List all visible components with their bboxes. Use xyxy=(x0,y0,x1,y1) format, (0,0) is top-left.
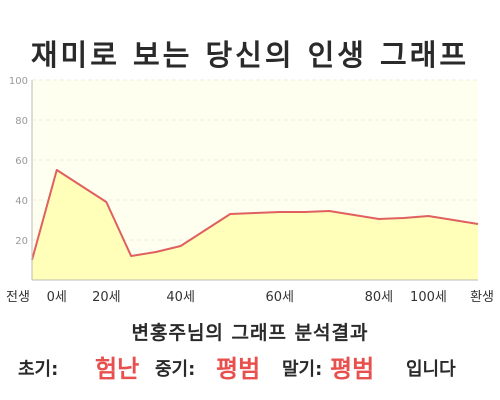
x-tick-label: 환생 xyxy=(470,290,494,305)
x-tick-label: 0세 xyxy=(47,290,67,305)
x-tick-label: 40세 xyxy=(166,290,195,305)
middle-period-label: 중기: xyxy=(155,359,196,380)
y-tick-label: 80 xyxy=(15,116,28,127)
y-tick-label: 20 xyxy=(15,236,28,247)
life-line xyxy=(31,169,479,261)
x-tick-label: 80세 xyxy=(365,290,394,305)
x-tick-label: 60세 xyxy=(266,290,295,305)
analysis-title: 변홍주님의 그래프 분석결과 xyxy=(131,322,369,344)
early-period-value: 험난 xyxy=(95,355,140,383)
late-period-label: 말기: xyxy=(282,359,323,380)
analysis-result-row: 초기: 험난 중기: 평범 말기: 평범 입니다 xyxy=(0,347,500,383)
y-tick-label: 60 xyxy=(15,156,28,167)
life-area xyxy=(32,170,478,280)
x-tick-label: 전생 xyxy=(6,290,30,305)
early-period-label: 초기: xyxy=(18,359,59,380)
ending-text: 입니다 xyxy=(406,359,456,380)
chart-title: 재미로 보는 당신의 인생 그래프 xyxy=(30,38,470,72)
late-period-value: 평범 xyxy=(330,355,375,383)
x-tick-label: 100세 xyxy=(410,290,447,305)
y-tick-label: 40 xyxy=(15,196,28,207)
middle-period-value: 평범 xyxy=(216,355,261,383)
y-tick-label: 100 xyxy=(9,76,28,87)
x-tick-label: 20세 xyxy=(92,290,121,305)
